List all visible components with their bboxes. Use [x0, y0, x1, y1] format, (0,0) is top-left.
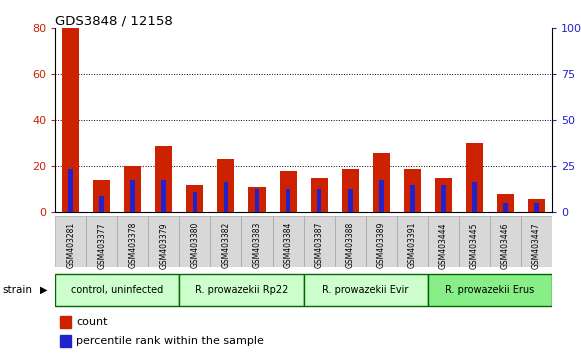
Bar: [148, 216, 180, 267]
Bar: [210, 216, 242, 267]
Bar: [249, 187, 266, 212]
Bar: [497, 194, 514, 212]
Bar: [534, 203, 539, 212]
Text: count: count: [76, 317, 107, 327]
Bar: [528, 199, 545, 212]
Bar: [272, 216, 303, 267]
Bar: [86, 216, 117, 267]
Bar: [224, 183, 228, 212]
Bar: [441, 185, 446, 212]
Text: GSM403444: GSM403444: [439, 222, 448, 269]
Text: GSM403446: GSM403446: [501, 222, 510, 269]
Bar: [428, 274, 552, 306]
Bar: [60, 335, 71, 347]
Text: strain: strain: [3, 285, 33, 295]
Bar: [99, 196, 104, 212]
Bar: [379, 180, 383, 212]
Bar: [69, 169, 73, 212]
Bar: [192, 192, 198, 212]
Text: GSM403389: GSM403389: [376, 222, 386, 268]
Bar: [254, 189, 259, 212]
Bar: [459, 216, 490, 267]
Text: GSM403387: GSM403387: [314, 222, 324, 268]
Text: GSM403379: GSM403379: [159, 222, 168, 269]
Bar: [286, 189, 290, 212]
Bar: [397, 216, 428, 267]
Text: GSM403447: GSM403447: [532, 222, 541, 269]
Text: control, uninfected: control, uninfected: [71, 285, 163, 295]
Text: R. prowazekii Rp22: R. prowazekii Rp22: [195, 285, 288, 295]
Bar: [303, 216, 335, 267]
Bar: [317, 189, 321, 212]
Text: GSM403377: GSM403377: [97, 222, 106, 269]
Text: R. prowazekii Evir: R. prowazekii Evir: [322, 285, 409, 295]
Bar: [503, 203, 508, 212]
Bar: [187, 185, 203, 212]
Bar: [93, 180, 110, 212]
Text: GSM403391: GSM403391: [408, 222, 417, 268]
Text: percentile rank within the sample: percentile rank within the sample: [76, 336, 264, 346]
Bar: [180, 216, 210, 267]
Bar: [521, 216, 552, 267]
Text: GSM403281: GSM403281: [66, 222, 75, 268]
Bar: [60, 316, 71, 328]
Text: GDS3848 / 12158: GDS3848 / 12158: [55, 14, 173, 27]
Text: GSM403378: GSM403378: [128, 222, 137, 268]
Bar: [342, 169, 358, 212]
Bar: [365, 216, 397, 267]
Bar: [404, 169, 421, 212]
Bar: [279, 171, 296, 212]
Bar: [348, 189, 353, 212]
Bar: [117, 216, 148, 267]
Bar: [55, 216, 86, 267]
Bar: [130, 180, 135, 212]
Text: GSM403445: GSM403445: [470, 222, 479, 269]
Bar: [472, 183, 477, 212]
Bar: [180, 274, 303, 306]
Bar: [242, 216, 272, 267]
Text: GSM403388: GSM403388: [346, 222, 354, 268]
Bar: [162, 180, 166, 212]
Bar: [62, 28, 79, 212]
Text: R. prowazekii Erus: R. prowazekii Erus: [445, 285, 535, 295]
Bar: [435, 178, 452, 212]
Bar: [55, 274, 180, 306]
Bar: [335, 216, 365, 267]
Bar: [155, 146, 173, 212]
Bar: [217, 159, 235, 212]
Text: GSM403384: GSM403384: [284, 222, 293, 268]
Bar: [490, 216, 521, 267]
Text: ▶: ▶: [40, 285, 47, 295]
Bar: [466, 143, 483, 212]
Bar: [124, 166, 141, 212]
Text: GSM403382: GSM403382: [221, 222, 231, 268]
Bar: [372, 153, 390, 212]
Bar: [303, 274, 428, 306]
Bar: [410, 185, 415, 212]
Text: GSM403383: GSM403383: [253, 222, 261, 268]
Text: GSM403380: GSM403380: [191, 222, 199, 268]
Bar: [428, 216, 459, 267]
Bar: [311, 178, 328, 212]
